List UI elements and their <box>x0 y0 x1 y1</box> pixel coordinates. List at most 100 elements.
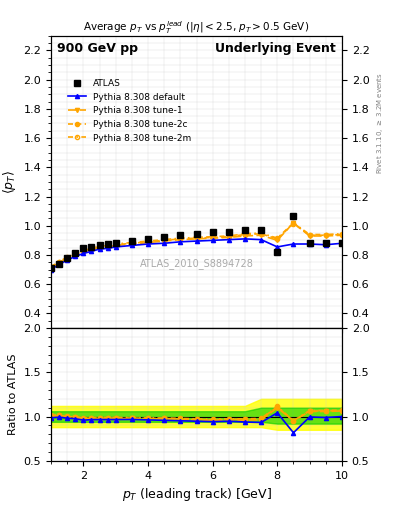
Pythia 8.308 tune-2c <box>275 236 280 242</box>
Pythia 8.308 tune-2c <box>105 243 110 249</box>
Pythia 8.308 default <box>194 238 199 244</box>
ATLAS <box>291 212 296 219</box>
Pythia 8.308 default <box>291 241 296 247</box>
Pythia 8.308 tune-1 <box>105 244 110 250</box>
Pythia 8.308 default <box>210 237 215 243</box>
Pythia 8.308 default <box>275 244 280 250</box>
Line: Pythia 8.308 default: Pythia 8.308 default <box>49 237 344 272</box>
Pythia 8.308 tune-1 <box>73 252 78 258</box>
Pythia 8.308 tune-2c <box>307 232 312 238</box>
Text: Underlying Event: Underlying Event <box>215 41 336 55</box>
Pythia 8.308 tune-2c <box>323 232 328 238</box>
ATLAS <box>259 227 263 233</box>
Pythia 8.308 default <box>162 240 167 246</box>
Pythia 8.308 tune-2m <box>226 233 231 239</box>
Y-axis label: $\langle p_T \rangle$: $\langle p_T \rangle$ <box>1 170 18 194</box>
Pythia 8.308 tune-1 <box>275 237 280 243</box>
Pythia 8.308 tune-2m <box>178 235 183 241</box>
ATLAS <box>307 240 312 246</box>
Pythia 8.308 tune-2c <box>57 259 62 265</box>
Pythia 8.308 default <box>81 250 86 257</box>
Text: Rivet 3.1.10, $\geq$ 3.2M events: Rivet 3.1.10, $\geq$ 3.2M events <box>375 73 385 175</box>
Y-axis label: Ratio to ATLAS: Ratio to ATLAS <box>8 354 18 435</box>
Pythia 8.308 default <box>178 239 183 245</box>
Pythia 8.308 tune-2c <box>113 242 118 248</box>
Pythia 8.308 tune-2c <box>146 239 151 245</box>
Pythia 8.308 tune-1 <box>178 237 183 243</box>
ATLAS <box>97 242 102 248</box>
Pythia 8.308 tune-2c <box>178 236 183 242</box>
Pythia 8.308 tune-1 <box>130 241 134 247</box>
Line: Pythia 8.308 tune-2m: Pythia 8.308 tune-2m <box>49 221 344 269</box>
Pythia 8.308 tune-2c <box>81 248 86 254</box>
Pythia 8.308 tune-2m <box>89 245 94 251</box>
Pythia 8.308 tune-2c <box>73 251 78 258</box>
ATLAS <box>130 238 134 244</box>
ATLAS <box>162 234 167 241</box>
ATLAS <box>113 240 118 246</box>
Pythia 8.308 tune-2m <box>97 243 102 249</box>
Pythia 8.308 default <box>97 246 102 252</box>
Pythia 8.308 tune-2m <box>275 235 280 241</box>
Pythia 8.308 tune-1 <box>242 233 247 239</box>
Pythia 8.308 tune-2m <box>81 247 86 253</box>
Pythia 8.308 tune-2m <box>194 234 199 241</box>
Pythia 8.308 default <box>113 244 118 250</box>
ATLAS <box>194 231 199 237</box>
Pythia 8.308 default <box>73 253 78 260</box>
Pythia 8.308 tune-2c <box>89 246 94 252</box>
Pythia 8.308 default <box>65 257 70 263</box>
Pythia 8.308 tune-1 <box>81 249 86 255</box>
Pythia 8.308 tune-2m <box>259 230 263 236</box>
Pythia 8.308 tune-2m <box>130 240 134 246</box>
Pythia 8.308 default <box>340 240 344 246</box>
Pythia 8.308 tune-2m <box>57 259 62 265</box>
Pythia 8.308 tune-2m <box>73 250 78 257</box>
Pythia 8.308 tune-2m <box>162 237 167 243</box>
Pythia 8.308 tune-1 <box>291 220 296 226</box>
Pythia 8.308 tune-1 <box>307 233 312 239</box>
Pythia 8.308 tune-2c <box>194 235 199 241</box>
ATLAS <box>89 244 94 250</box>
Pythia 8.308 tune-2m <box>340 231 344 237</box>
Pythia 8.308 default <box>57 262 62 268</box>
Line: ATLAS: ATLAS <box>48 213 345 271</box>
ATLAS <box>323 240 328 246</box>
Pythia 8.308 tune-2m <box>291 220 296 226</box>
Pythia 8.308 tune-2c <box>259 231 263 237</box>
Pythia 8.308 tune-2m <box>323 231 328 238</box>
Text: 900 GeV pp: 900 GeV pp <box>57 41 138 55</box>
Text: ATLAS_2010_S8894728: ATLAS_2010_S8894728 <box>140 258 253 269</box>
Title: Average $p_T$ vs $p_T^{lead}$ ($|\eta| < 2.5$, $p_T > 0.5$ GeV): Average $p_T$ vs $p_T^{lead}$ ($|\eta| <… <box>83 19 310 36</box>
ATLAS <box>49 265 53 271</box>
ATLAS <box>146 236 151 242</box>
Pythia 8.308 tune-2c <box>291 221 296 227</box>
ATLAS <box>178 232 183 238</box>
ATLAS <box>275 249 280 255</box>
Pythia 8.308 tune-1 <box>97 245 102 251</box>
Pythia 8.308 tune-2c <box>340 231 344 238</box>
Pythia 8.308 tune-1 <box>89 247 94 253</box>
Pythia 8.308 tune-2m <box>146 238 151 244</box>
Pythia 8.308 tune-1 <box>340 232 344 238</box>
ATLAS <box>81 245 86 251</box>
Pythia 8.308 tune-2c <box>65 255 70 261</box>
Pythia 8.308 tune-1 <box>113 242 118 248</box>
Pythia 8.308 tune-2c <box>226 233 231 240</box>
Pythia 8.308 tune-1 <box>57 260 62 266</box>
Pythia 8.308 default <box>130 242 134 248</box>
Pythia 8.308 tune-1 <box>323 233 328 239</box>
Pythia 8.308 default <box>49 266 53 272</box>
ATLAS <box>226 229 231 236</box>
Legend: ATLAS, Pythia 8.308 default, Pythia 8.308 tune-1, Pythia 8.308 tune-2c, Pythia 8: ATLAS, Pythia 8.308 default, Pythia 8.30… <box>64 75 195 146</box>
ATLAS <box>65 255 70 261</box>
ATLAS <box>340 240 344 246</box>
ATLAS <box>57 261 62 267</box>
Pythia 8.308 tune-2m <box>307 231 312 238</box>
Pythia 8.308 default <box>307 241 312 247</box>
Pythia 8.308 tune-2c <box>210 234 215 241</box>
Pythia 8.308 tune-2c <box>162 237 167 243</box>
Pythia 8.308 default <box>226 237 231 243</box>
Pythia 8.308 tune-1 <box>194 236 199 242</box>
ATLAS <box>242 227 247 233</box>
